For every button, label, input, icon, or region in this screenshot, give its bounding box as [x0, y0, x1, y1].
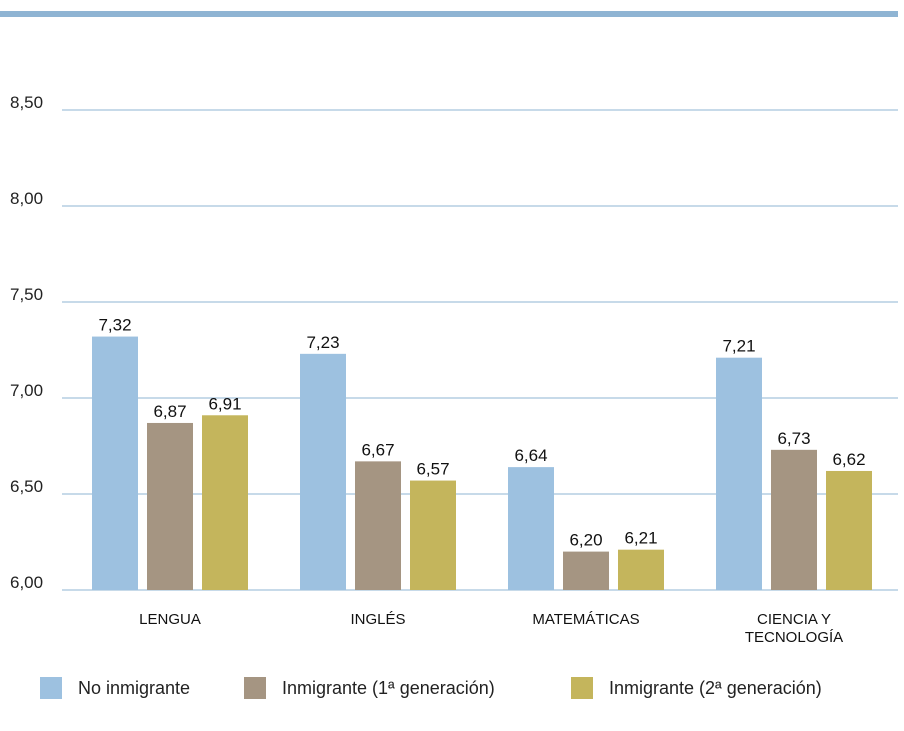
- top-rule: [0, 11, 898, 17]
- legend: No inmigrante Inmigrante (1ª generación) I…: [40, 677, 890, 703]
- y-tick-label: 7,00: [10, 381, 43, 400]
- value-label: 6,67: [361, 440, 394, 459]
- legend-item: No inmigrante: [40, 677, 190, 699]
- bar-3-2: [826, 470, 872, 590]
- bar-0-2: [202, 415, 248, 590]
- bar-3-1: [771, 449, 817, 590]
- bars: [92, 336, 872, 590]
- category-label: INGLÉS: [350, 611, 405, 628]
- category-label-line: CIENCIA Y: [757, 611, 831, 628]
- value-label: 6,57: [416, 460, 449, 479]
- y-tick-label: 6,50: [10, 477, 43, 496]
- value-label: 6,64: [514, 446, 547, 465]
- legend-label: Inmigrante (1ª generación): [282, 677, 495, 698]
- category-label: CIENCIA Y TECNOLOGÍA: [745, 611, 843, 646]
- value-label: 7,32: [98, 316, 131, 335]
- y-tick-label: 7,50: [10, 285, 43, 304]
- bar-0-1: [147, 422, 193, 590]
- value-labels: 7,32 7,23 6,64 7,21 6,87 6,67 6,20 6,73 6,91 6,57…: [98, 316, 865, 550]
- legend-label: Inmigrante (2ª generación): [609, 677, 822, 698]
- value-label: 7,21: [722, 337, 755, 356]
- category-label: LENGUA: [139, 611, 201, 628]
- x-axis: LENGUA INGLÉS MATEMÁTICAS CIENCIA Y TECNOLOG…: [139, 611, 843, 646]
- bar-3-0: [716, 357, 762, 590]
- value-label: 6,62: [832, 450, 865, 469]
- category-label-line: LENGUA: [139, 611, 201, 628]
- category-label-line: INGLÉS: [350, 611, 405, 628]
- legend-label: No inmigrante: [78, 677, 191, 698]
- bar-1-2: [410, 480, 456, 590]
- bar-1-0: [300, 353, 346, 590]
- value-label: 6,73: [777, 429, 810, 448]
- y-tick-label: 8,50: [10, 93, 43, 112]
- bar-chart: 6,00 6,50 7,00 7,50 8,00 8,50 7,32 7,23 6,64 7,2…: [10, 93, 898, 646]
- bar-2-1: [563, 551, 609, 590]
- value-label: 6,87: [153, 402, 186, 421]
- bar-1-1: [355, 461, 401, 590]
- legend-swatch: [244, 677, 266, 699]
- bar-2-0: [508, 467, 554, 590]
- bar-0-0: [92, 336, 138, 590]
- value-label: 7,23: [306, 333, 339, 352]
- category-label-line: TECNOLOGÍA: [745, 629, 843, 646]
- legend-item: Inmigrante (1ª generación): [244, 677, 495, 699]
- y-axis: 6,00 6,50 7,00 7,50 8,00 8,50: [10, 93, 43, 592]
- y-tick-label: 6,00: [10, 573, 43, 592]
- category-label-line: MATEMÁTICAS: [532, 611, 639, 628]
- bar-2-2: [618, 549, 664, 590]
- legend-item: Inmigrante (2ª generación): [571, 677, 822, 699]
- legend-swatch: [571, 677, 593, 699]
- y-tick-label: 8,00: [10, 189, 43, 208]
- value-label: 6,20: [569, 531, 602, 550]
- value-label: 6,91: [208, 394, 241, 413]
- category-label: MATEMÁTICAS: [532, 611, 639, 628]
- legend-swatch: [40, 677, 62, 699]
- value-label: 6,21: [624, 529, 657, 548]
